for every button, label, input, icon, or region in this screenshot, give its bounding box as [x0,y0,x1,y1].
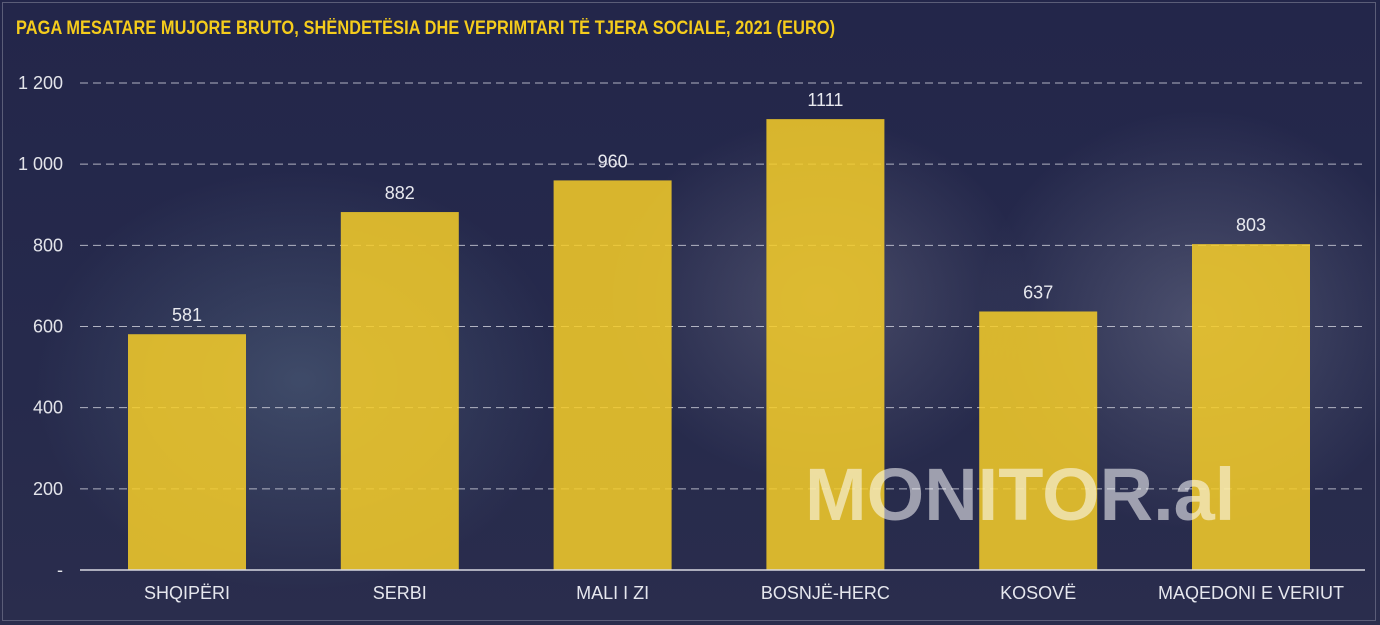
y-tick-label: - [57,560,63,580]
bar [128,334,246,570]
y-tick-label: 1 000 [18,154,63,174]
x-axis-labels: SHQIPËRI SERBI MALI I ZI BOSNJË-HERC KOSOVË M… [144,583,1344,603]
bar [979,311,1098,570]
x-category-label: SERBI [373,583,427,603]
value-label: 803 [1236,215,1266,235]
grid-lines [80,82,1365,490]
value-label: 637 [1023,282,1053,302]
value-label: 581 [172,305,202,325]
bar [553,180,672,570]
chart-title: PAGA MESATARE MUJORE BRUTO, SHËNDETËSIA … [16,18,836,39]
y-tick-label: 1 200 [18,73,63,93]
value-labels: 581 882 960 1111 637 803 [172,90,1266,325]
x-category-label: MAQEDONI E VERIUT [1158,583,1344,603]
bar [340,212,459,570]
bars [128,119,1310,570]
watermark-logo: MONITOR.al [805,453,1235,536]
y-tick-label: 800 [33,235,63,255]
y-tick-label: 600 [33,317,63,337]
value-label: 960 [598,151,628,171]
y-axis-ticks: - 200 400 600 800 1 000 1 200 [18,73,63,580]
y-tick-label: 400 [33,398,63,418]
x-category-label: BOSNJË-HERC [761,583,890,603]
x-category-label: SHQIPËRI [144,583,230,603]
value-label: 1111 [807,90,843,110]
bar [1192,244,1310,570]
bar [766,119,885,570]
x-category-label: KOSOVË [1000,583,1076,603]
value-label: 882 [385,183,415,203]
x-category-label: MALI I ZI [576,583,649,603]
y-tick-label: 200 [33,479,63,499]
